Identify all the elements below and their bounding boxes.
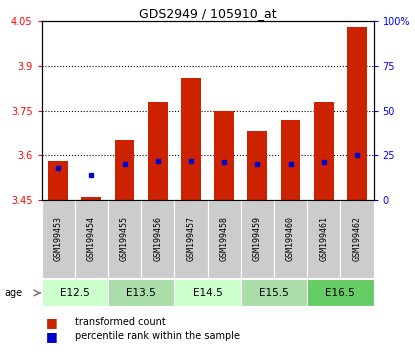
Bar [174,279,241,307]
Bar [307,279,374,307]
Text: percentile rank within the sample: percentile rank within the sample [75,331,240,341]
Bar [174,200,208,278]
Bar [108,200,141,278]
Text: GSM199456: GSM199456 [153,216,162,262]
Text: E15.5: E15.5 [259,288,289,298]
Text: GSM199461: GSM199461 [319,216,328,262]
Text: E14.5: E14.5 [193,288,222,298]
Bar [247,131,267,200]
Bar [241,200,274,278]
Bar [274,200,307,278]
Bar [241,279,307,307]
Text: GSM199455: GSM199455 [120,216,129,262]
Text: GSM199453: GSM199453 [54,216,63,262]
Text: ■: ■ [46,330,57,343]
Bar [42,279,108,307]
Bar [281,120,300,200]
Text: E13.5: E13.5 [126,288,156,298]
Text: GSM199454: GSM199454 [87,216,96,262]
Bar [81,197,101,200]
Text: GSM199458: GSM199458 [220,216,229,262]
Text: E12.5: E12.5 [60,288,90,298]
Bar [347,27,367,200]
Text: ■: ■ [46,316,57,329]
Text: GSM199457: GSM199457 [186,216,195,262]
Text: E16.5: E16.5 [325,288,355,298]
Text: GSM199459: GSM199459 [253,216,262,262]
Bar [75,200,108,278]
Bar [108,279,174,307]
Bar [307,200,340,278]
Bar [141,200,174,278]
Title: GDS2949 / 105910_at: GDS2949 / 105910_at [139,7,276,20]
Text: GSM199460: GSM199460 [286,216,295,262]
Bar [340,200,374,278]
Bar [42,200,75,278]
Bar [314,102,334,200]
Text: age: age [4,288,22,298]
Bar [214,110,234,200]
Bar [48,161,68,200]
Text: GSM199462: GSM199462 [352,216,361,262]
Bar [115,141,134,200]
Bar [181,78,201,200]
Text: transformed count: transformed count [75,317,166,327]
Bar [148,102,168,200]
Bar [208,200,241,278]
